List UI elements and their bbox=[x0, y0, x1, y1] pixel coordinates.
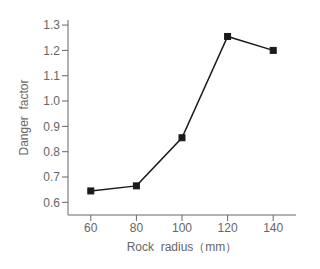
svg-text:0.7: 0.7 bbox=[43, 170, 60, 184]
svg-text:1.1: 1.1 bbox=[43, 69, 60, 83]
svg-text:Rock radius（mm）: Rock radius（mm） bbox=[127, 240, 238, 254]
svg-text:1.2: 1.2 bbox=[43, 44, 60, 58]
svg-text:100: 100 bbox=[172, 221, 192, 235]
svg-text:1.0: 1.0 bbox=[43, 94, 60, 108]
svg-text:Danger factor: Danger factor bbox=[17, 79, 31, 155]
svg-text:1.3: 1.3 bbox=[43, 18, 60, 32]
svg-text:0.9: 0.9 bbox=[43, 120, 60, 134]
svg-text:0.6: 0.6 bbox=[43, 196, 60, 210]
svg-text:0.8: 0.8 bbox=[43, 145, 60, 159]
svg-text:60: 60 bbox=[84, 221, 98, 235]
svg-text:120: 120 bbox=[218, 221, 238, 235]
svg-text:140: 140 bbox=[263, 221, 283, 235]
svg-text:80: 80 bbox=[130, 221, 144, 235]
